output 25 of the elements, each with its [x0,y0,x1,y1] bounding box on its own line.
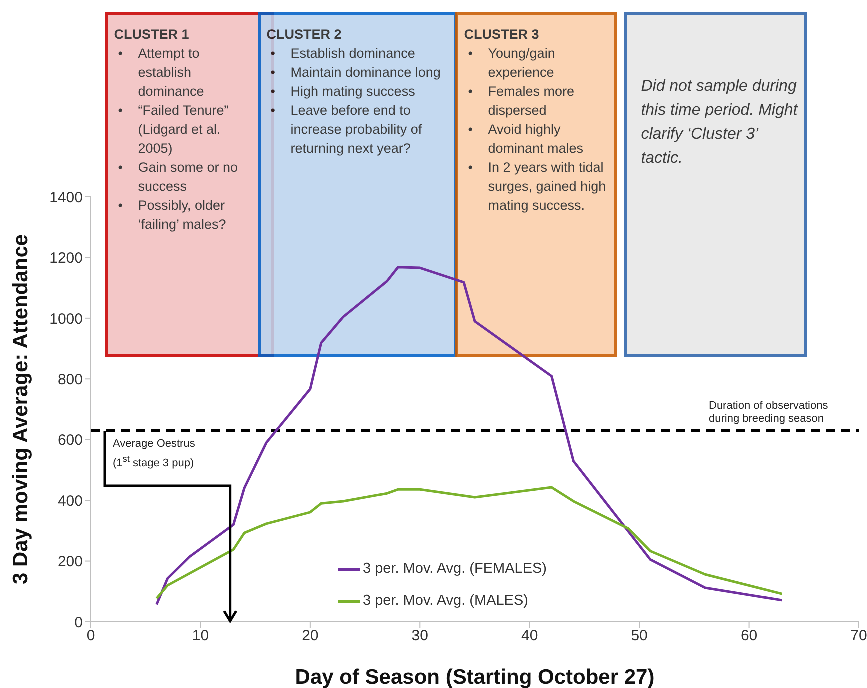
y-tick-label: 400 [58,492,83,510]
y-tick-label: 600 [58,432,83,450]
x-tick-label: 50 [631,628,648,645]
y-tick-label: 1400 [50,189,83,206]
x-tick-label: 40 [522,628,538,645]
x-tick-label: 60 [740,628,758,645]
y-tick-label: 800 [58,371,83,388]
y-axis-title: 3 Day moving Average: Attendance [9,234,32,585]
ref-line-label: Duration of observations during breeding season [709,400,829,425]
x-tick-label: 70 [850,628,867,645]
y-tick-label: 200 [58,554,83,571]
x-tick-label: 0 [86,628,96,645]
x-tick-label: 30 [412,628,428,645]
text: CLUSTER 1 • Attempt to establish dominance • “Failed Tenure” (Lidgard et al. 2005) • Gain some or no success • Possibly, older ‘failing’ males? [114,27,238,232]
x-tick-label: 20 [302,628,319,645]
y-tick-label: 0 [74,614,83,632]
y-tick-label: 1000 [50,310,83,328]
text: CLUSTER 2 • Establish dominance • Maintain dominance long • High mating success • Leave before end to increase probability of returning next year? [266,27,441,156]
y-tick-label: 1200 [50,250,83,268]
legend-label: 3 per. Mov. Avg. (MALES) [362,592,530,611]
band-label: Did not sample during this time period. Might clarify ‘Cluster 3’ tactic. [641,77,798,169]
x-tick-label: 10 [192,628,210,645]
legend-label: 3 per. Mov. Avg. (FEMALES) [362,560,548,579]
ref-line-label: Average Oestrus (1$^{st}$ stage 3 pup) [113,436,196,472]
text: CLUSTER 3 • Young/gain experience • Females more dispersed • Avoid highly dominant males • In 2 years with tidal surges, gained high mating success. [464,27,606,213]
